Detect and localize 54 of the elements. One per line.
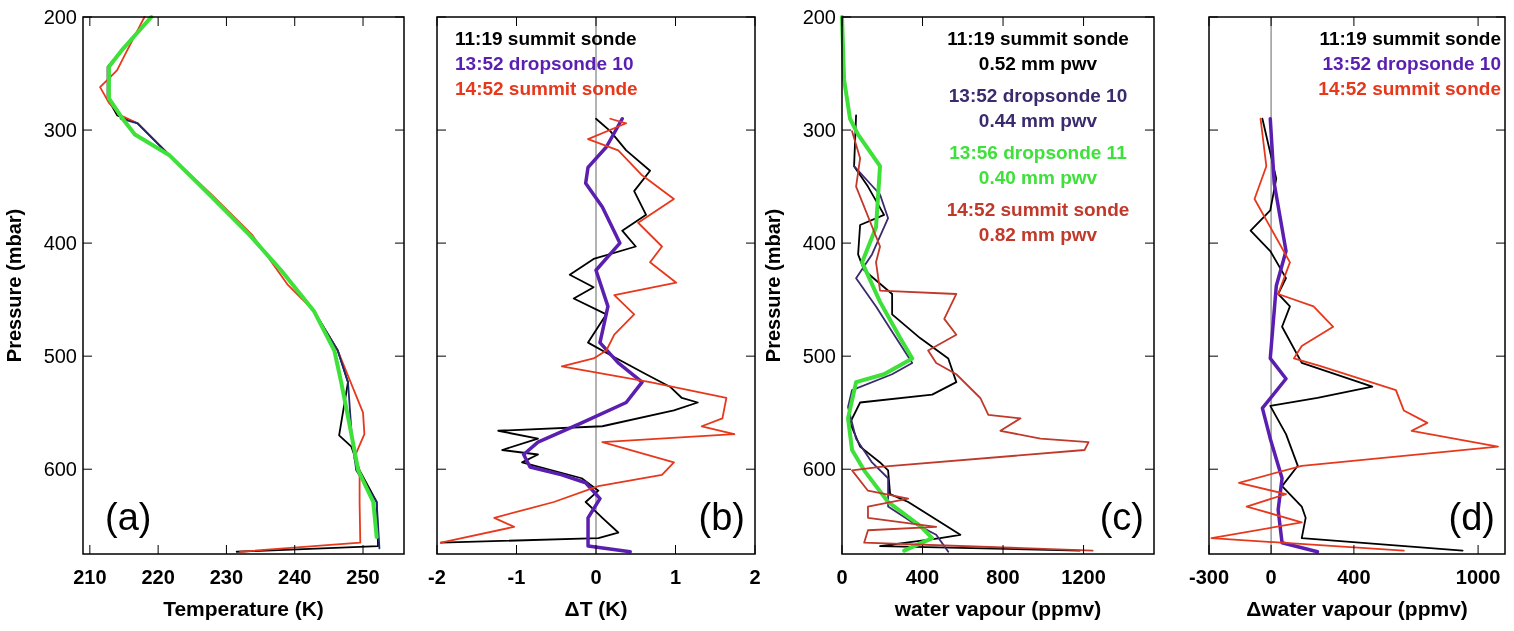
x-axis-title: ΔT (K) [564,597,628,620]
x-tick-label: 0 [590,566,602,588]
annotation: 0.44 mm pwv [978,110,1098,131]
annotation: (b) [698,496,745,538]
y-tick-label: 600 [802,458,836,481]
y-tick-label: 400 [43,232,77,255]
y-tick-label: 400 [802,232,836,255]
text: 13:52 dropsonde 10 [1322,53,1501,74]
legend-label: 11:19 summit sonde [455,28,637,49]
x-axis-title: Temperature (K) [163,597,324,620]
annotation: 0.40 mm pwv [978,167,1098,188]
text: 13:52 dropsonde 10 [948,85,1128,106]
x-tick-label: -300 [1188,566,1230,588]
x-axis-title: Δwater vapour (ppmv) [1246,597,1468,620]
x-tick-label: 0 [836,566,848,588]
y-tick-label: 300 [802,119,836,142]
x-tick-label: 2 [749,566,761,588]
y-axis-title: Pressure (mbar) [762,208,784,363]
x-tick-label: 240 [278,566,312,588]
x-tick-label: 0 [1265,566,1277,588]
annotation: (d) [1448,496,1495,538]
x-axis-title: water vapour (ppmv) [893,597,1102,620]
y-tick-label: 600 [43,458,77,481]
line-series [840,15,935,553]
x-tick-label: 220 [141,566,175,588]
text: 14:52 summit sonde [946,199,1130,220]
series-label: 14:52 summit sonde [455,78,638,99]
annotation: 0.52 mm pwv [978,53,1098,74]
x-tick-label: -2 [428,566,446,588]
legend-label: 11:19 summit sonde [947,28,1129,49]
legend-label: 11:19 summit sonde [1319,28,1501,49]
x-tick-label: 400 [905,566,940,588]
line-series [847,165,950,553]
annotation: (a) [105,496,152,538]
y-tick-label: 200 [43,6,77,28]
x-tick-label: 230 [209,566,244,588]
x-tick-label: -1 [507,566,526,588]
y-tick-label: 500 [43,345,77,368]
x-tick-label: 1 [669,566,682,588]
x-tick-label: 1200 [1061,566,1106,588]
y-tick-label: 300 [43,119,77,142]
text: 14:52 summit sonde [1318,78,1501,99]
x-tick-label: 210 [73,566,107,588]
text: 13:56 dropsonde 11 [949,142,1128,163]
y-tick-label: 200 [802,6,836,28]
y-axis-title: Pressure (mbar) [3,208,25,363]
annotation: (c) [1099,496,1144,538]
x-tick-label: 800 [986,566,1020,588]
x-tick-label: 250 [346,566,380,588]
x-tick-label: 1000 [1455,566,1501,588]
x-tick-label: 400 [1337,566,1371,588]
text: 13:52 dropsonde 10 [455,53,634,74]
y-tick-label: 500 [802,345,836,368]
annotation: 0.82 mm pwv [978,224,1098,245]
